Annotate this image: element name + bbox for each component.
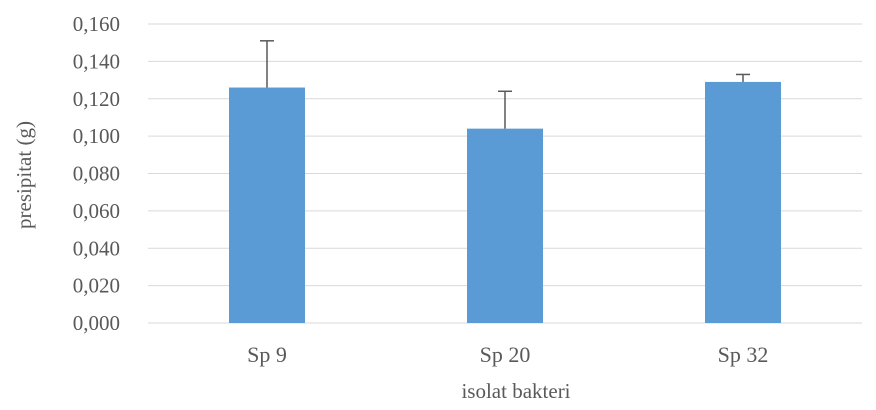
y-tick-labels: 0,000 0,020 0,040 0,060 0,080 0,100 0,120 0,140… xyxy=(73,12,120,335)
y-tick-label: 0,120 xyxy=(73,87,120,111)
y-tick-label: 0,160 xyxy=(73,12,120,36)
y-tick-label: 0,040 xyxy=(73,236,120,260)
x-category-label: Sp 32 xyxy=(718,342,769,367)
bar xyxy=(467,128,543,323)
x-category-labels: Sp 9 Sp 20 Sp 32 xyxy=(247,342,768,367)
y-tick-label: 0,000 xyxy=(73,311,120,335)
y-tick-label: 0,140 xyxy=(73,49,120,73)
bars xyxy=(229,81,781,324)
y-tick-label: 0,060 xyxy=(73,199,120,223)
error-bars xyxy=(260,40,750,129)
y-tick-label: 0,080 xyxy=(73,162,120,186)
y-tick-label: 0,100 xyxy=(73,124,120,148)
x-category-label: Sp 20 xyxy=(480,342,531,367)
bar xyxy=(229,87,305,323)
x-axis-title: isolat bakteri xyxy=(461,379,570,403)
bar xyxy=(705,81,781,324)
y-axis-title: presipitat (g) xyxy=(12,121,36,229)
y-tick-label: 0,020 xyxy=(73,274,120,298)
x-category-label: Sp 9 xyxy=(247,342,287,367)
